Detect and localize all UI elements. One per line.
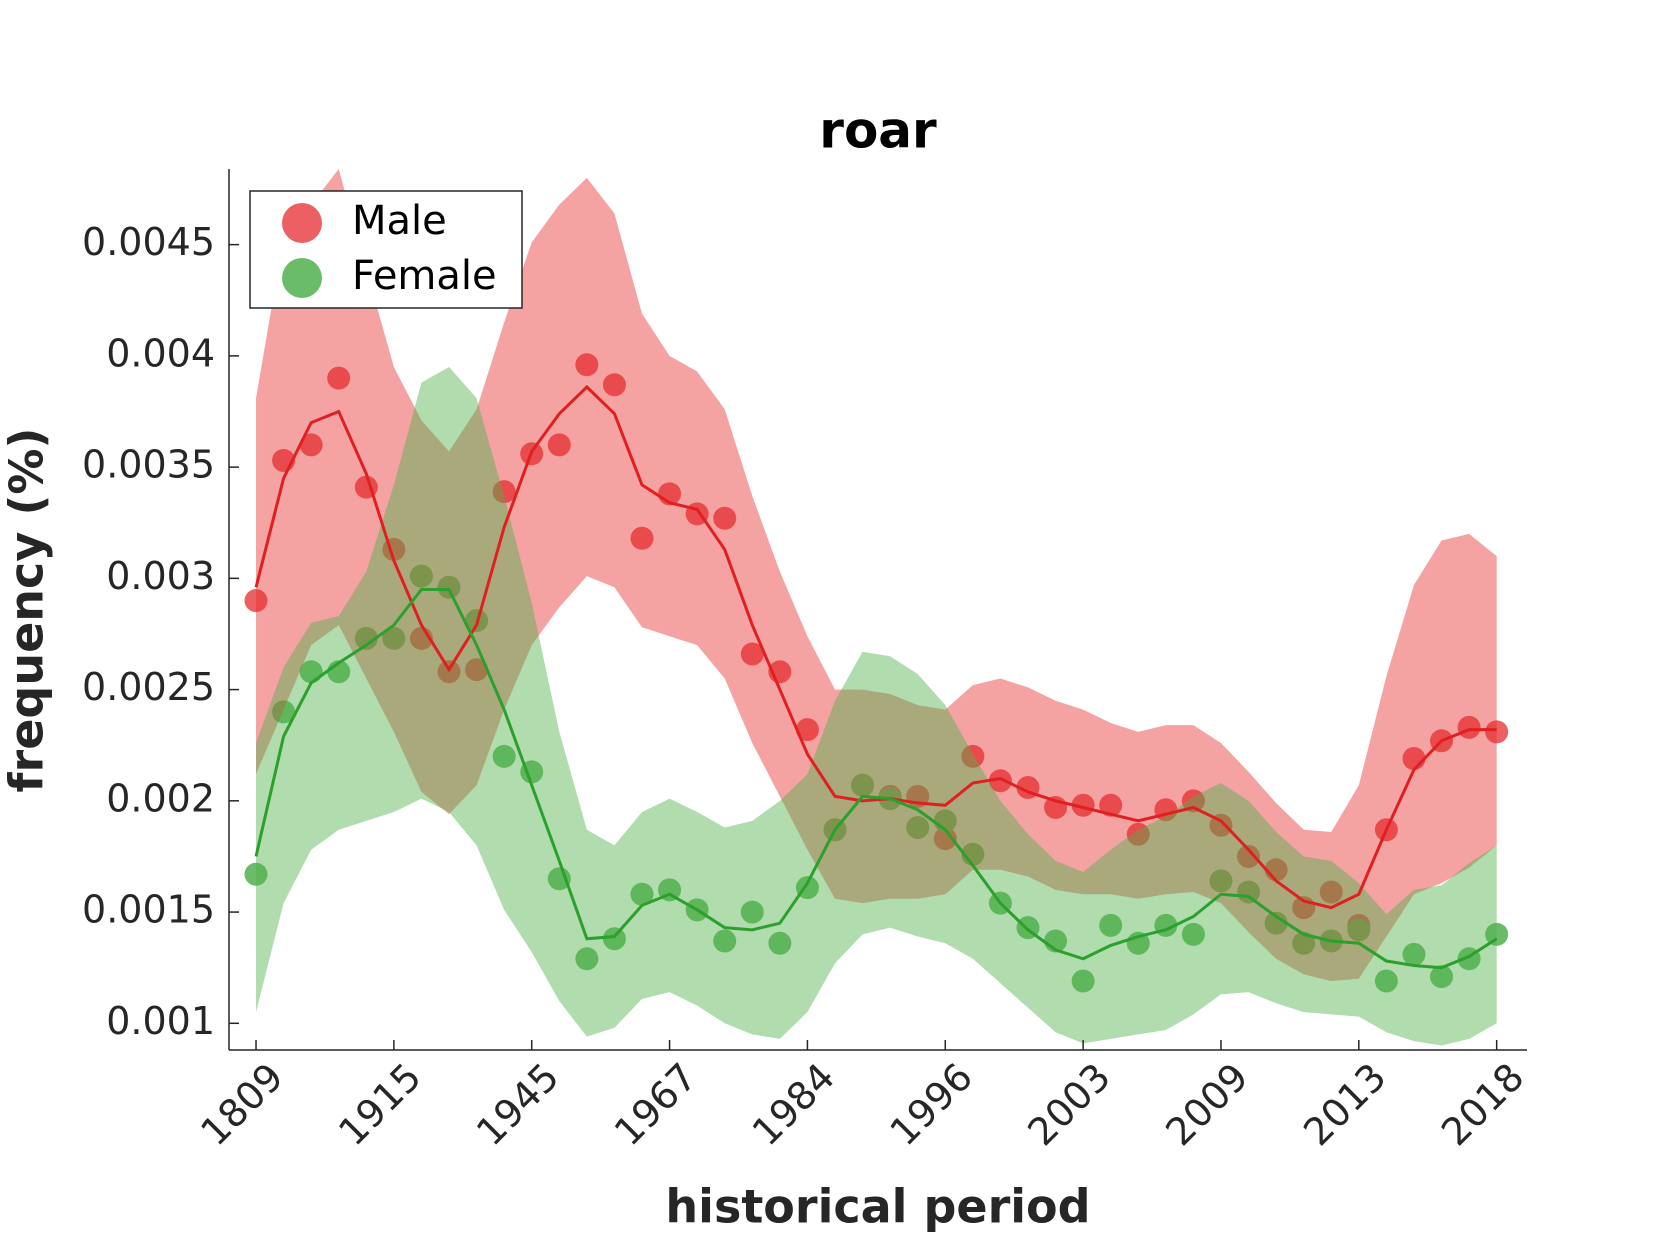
data-point: [795, 718, 819, 742]
data-point: [1402, 942, 1426, 966]
data-point: [575, 353, 599, 377]
data-point: [1430, 965, 1454, 989]
data-point: [492, 480, 516, 504]
data-point: [1099, 793, 1123, 817]
data-point: [1485, 922, 1509, 946]
data-point: [244, 589, 268, 613]
y-tick-label: 0.0025: [82, 665, 215, 709]
data-point: [437, 575, 461, 599]
data-point: [713, 506, 737, 530]
data-point: [988, 769, 1012, 793]
data-point: [740, 642, 764, 666]
data-point: [575, 947, 599, 971]
data-point: [1264, 911, 1288, 935]
confidence-band: [256, 169, 1497, 982]
data-point: [1071, 969, 1095, 993]
legend-label: Female: [352, 253, 497, 299]
data-point: [1292, 931, 1316, 955]
x-tick-label: 1809: [192, 1055, 292, 1155]
data-point: [630, 882, 654, 906]
data-point: [354, 626, 378, 650]
legend-label: Male: [352, 198, 447, 244]
data-point: [851, 773, 875, 797]
data-point: [1181, 789, 1205, 813]
data-point: [465, 658, 489, 682]
data-point: [244, 862, 268, 886]
data-point: [299, 433, 323, 457]
data-point: [1347, 918, 1371, 942]
data-point: [327, 366, 351, 390]
y-tick-label: 0.0015: [82, 888, 215, 932]
data-point: [1485, 720, 1509, 744]
data-point: [1374, 969, 1398, 993]
data-point: [1237, 880, 1261, 904]
y-tick-label: 0.0035: [82, 443, 215, 487]
data-point: [547, 433, 571, 457]
x-tick-label: 2003: [1019, 1055, 1119, 1155]
data-point: [1126, 822, 1150, 846]
data-point: [272, 700, 296, 724]
data-point: [906, 816, 930, 840]
data-point: [630, 526, 654, 550]
data-point: [602, 927, 626, 951]
y-axis-label: frequency (%): [0, 428, 54, 793]
data-point: [382, 626, 406, 650]
x-tick-label: 2009: [1157, 1055, 1257, 1155]
x-tick-label: 1996: [882, 1055, 982, 1155]
data-point: [1071, 793, 1095, 817]
y-tick-label: 0.003: [106, 554, 215, 598]
data-point: [492, 744, 516, 768]
data-point: [409, 564, 433, 588]
legend-marker: [282, 203, 322, 243]
y-tick-label: 0.001: [106, 999, 215, 1043]
data-point: [1319, 880, 1343, 904]
data-point: [602, 373, 626, 397]
chart-title: roar: [819, 102, 937, 160]
data-point: [768, 931, 792, 955]
x-tick-label: 1984: [744, 1055, 844, 1155]
legend: Male Female: [249, 190, 523, 309]
confidence-band: [256, 367, 1497, 1046]
y-tick-label: 0.0045: [82, 220, 215, 264]
x-tick-label: 2013: [1295, 1055, 1395, 1155]
data-point: [1237, 844, 1261, 868]
data-point: [1209, 869, 1233, 893]
data-point: [713, 929, 737, 953]
smoothed-line: [254, 587, 1498, 970]
smoothed-line: [254, 384, 1497, 910]
plot-area: [244, 169, 1509, 1046]
data-point: [740, 900, 764, 924]
data-point: [961, 744, 985, 768]
data-point: [933, 827, 957, 851]
y-tick-label: 0.002: [106, 776, 215, 820]
x-tick-label: 1945: [468, 1055, 568, 1155]
data-point: [1099, 913, 1123, 937]
x-tick-label: 1967: [606, 1055, 706, 1155]
x-axis-label: historical period: [665, 1180, 1090, 1234]
legend-marker: [282, 258, 322, 298]
x-tick-label: 1915: [330, 1055, 430, 1155]
x-tick-label: 2018: [1433, 1055, 1533, 1155]
y-tick-label: 0.004: [106, 331, 215, 375]
data-point: [1181, 922, 1205, 946]
